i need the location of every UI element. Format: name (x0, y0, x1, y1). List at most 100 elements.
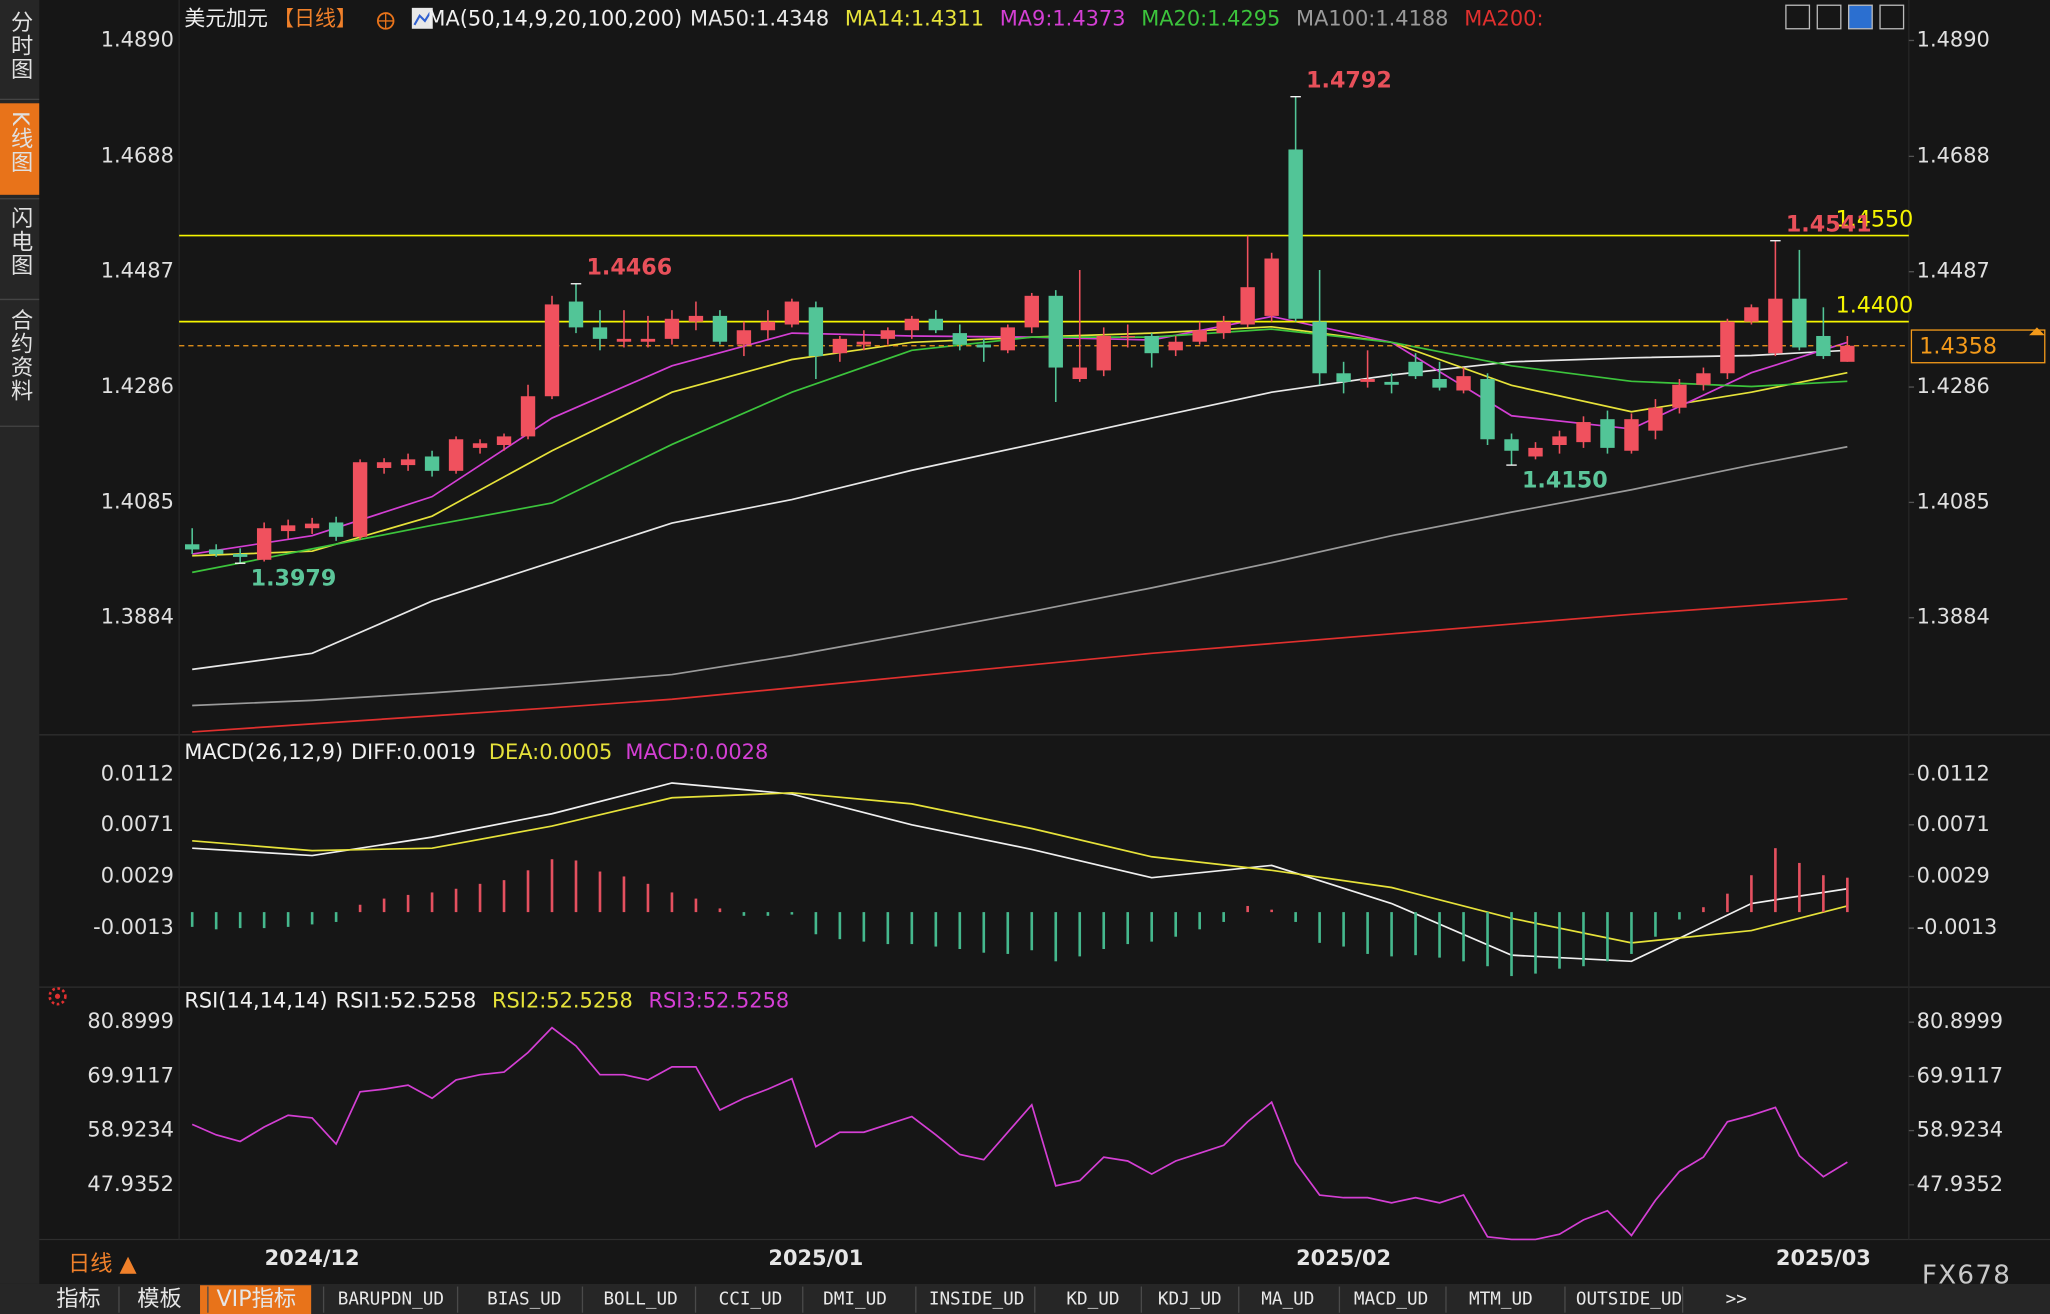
y-tick-label-right: 1.4085 (1917, 489, 1990, 513)
candle-body (616, 338, 632, 342)
sidebar-tab[interactable]: 分时图 (7, 10, 33, 81)
macd-bar (238, 912, 242, 929)
candle-body (1360, 379, 1375, 382)
candle-body (952, 333, 967, 345)
macd-bar (1174, 912, 1177, 937)
toolbar-item[interactable]: BIAS_UD (487, 1290, 561, 1310)
last-price-box (1910, 329, 2046, 364)
candle-body (1624, 419, 1639, 451)
y-tick-label: 1.3884 (101, 605, 174, 629)
tool-icon[interactable] (1848, 4, 1873, 30)
y-tick-label-right: -0.0013 (1917, 915, 1998, 939)
toolbar-item[interactable]: BOLL_UD (603, 1290, 677, 1310)
y-tick-label: 0.0029 (101, 863, 174, 887)
candle-body (1096, 335, 1111, 371)
y-tick-label: 58.9234 (87, 1118, 173, 1142)
series-line (192, 349, 1848, 671)
candle-body (1384, 381, 1399, 385)
series-line (192, 328, 1848, 574)
candle-body (808, 307, 824, 357)
series-line (192, 791, 1848, 944)
toolbar-item[interactable]: KDJ_UD (1158, 1290, 1222, 1310)
toolbar-item[interactable]: 模板 (137, 1286, 181, 1312)
macd-bar (1678, 912, 1681, 920)
macd-bar (1822, 875, 1825, 913)
toolbar-item[interactable]: MTM_UD (1469, 1290, 1533, 1310)
macd-bar (430, 892, 434, 913)
y-tick-label-right: 80.8999 (1917, 1009, 2003, 1033)
y-tick-label: 0.0112 (101, 761, 174, 785)
candle-body (376, 462, 392, 468)
tool-icon[interactable] (1879, 4, 1905, 30)
candle-body (328, 522, 344, 537)
candle-body (640, 338, 656, 342)
macd-bar (598, 871, 602, 913)
annotation-label: 1.4541 (1786, 212, 1872, 238)
legend-label: DIFF:0.0019 (351, 740, 476, 764)
y-tick-label-right: 1.4688 (1917, 143, 1990, 167)
series-line (191, 1026, 1848, 1241)
toolbar-item[interactable]: VIP指标 (216, 1286, 296, 1312)
y-tick-label: 0.0071 (101, 812, 174, 836)
annotation-label: 1.4792 (1306, 68, 1392, 94)
macd-bar (1438, 912, 1441, 958)
toolbar-item[interactable]: MA_UD (1261, 1290, 1314, 1310)
rsi-settings-icon[interactable] (48, 987, 67, 1006)
candle-body (520, 396, 536, 437)
toolbar-item[interactable]: DMI_UD (823, 1290, 887, 1310)
candle-body (1744, 307, 1759, 322)
sidebar-tab[interactable]: K线图 (7, 111, 33, 174)
macd-bar (934, 912, 938, 947)
period-label[interactable]: 日线 ▲ (68, 1251, 137, 1277)
tool-icon[interactable] (1785, 4, 1811, 30)
toolbar-item[interactable]: 指标 (56, 1286, 100, 1312)
candle-body (1840, 345, 1855, 362)
candle-body (280, 525, 296, 532)
y-tick-label-right: 47.9352 (1917, 1172, 2003, 1196)
candle-body (448, 439, 464, 471)
legend-label: RSI2:52.5258 (492, 989, 633, 1013)
sidebar-tab[interactable]: 闪电图 (7, 206, 33, 277)
toolbar-item[interactable]: >> (1726, 1290, 1747, 1310)
candle-body (1264, 258, 1279, 316)
candle-body (928, 318, 944, 331)
macd-bar (1702, 907, 1705, 913)
candle-body (208, 549, 224, 555)
toolbar-item[interactable]: BARUPDN_UD (338, 1290, 444, 1310)
sidebar (0, 0, 40, 1284)
candle-body (784, 301, 800, 325)
macd-bar (1366, 912, 1369, 954)
toolbar-item[interactable]: CCI_UD (719, 1290, 783, 1310)
macd-bar (1294, 912, 1297, 922)
candle-body (1120, 335, 1135, 338)
candle-body (1336, 373, 1351, 382)
macd-bar (1654, 912, 1657, 937)
macd-bar (286, 912, 290, 927)
macd-bar (694, 898, 698, 913)
macd-bar (1006, 912, 1010, 954)
y-tick-label-right: 1.4890 (1917, 27, 1990, 51)
toolbar-item[interactable]: OUTSIDE_UD (1576, 1290, 1682, 1310)
tool-icon[interactable] (1816, 4, 1842, 30)
chart-title: RSI(14,14,14) (184, 989, 327, 1013)
macd-bar (478, 883, 482, 913)
candle-body (424, 456, 440, 471)
title-icons (376, 7, 433, 30)
y-tick-label: -0.0013 (93, 915, 174, 939)
y-tick-label: 1.4085 (101, 489, 174, 513)
toolbar-item[interactable]: INSIDE_UD (929, 1290, 1025, 1310)
rsi-settings-icon-dot (54, 993, 61, 999)
macd-bar (1030, 912, 1034, 951)
toolbar-item[interactable]: KD_UD (1066, 1290, 1119, 1310)
macd-bar (622, 876, 626, 913)
candle-body (1696, 373, 1711, 385)
legend-label: MA200: (1464, 7, 1543, 31)
chart-title: 美元加元 (184, 7, 268, 31)
candle-body (1648, 407, 1663, 431)
series-line (192, 597, 1848, 733)
sidebar-tab[interactable]: 合约资料 (7, 308, 33, 403)
candle-body (880, 330, 896, 339)
candle-body (904, 318, 920, 331)
toolbar-item[interactable]: MACD_UD (1354, 1290, 1428, 1310)
